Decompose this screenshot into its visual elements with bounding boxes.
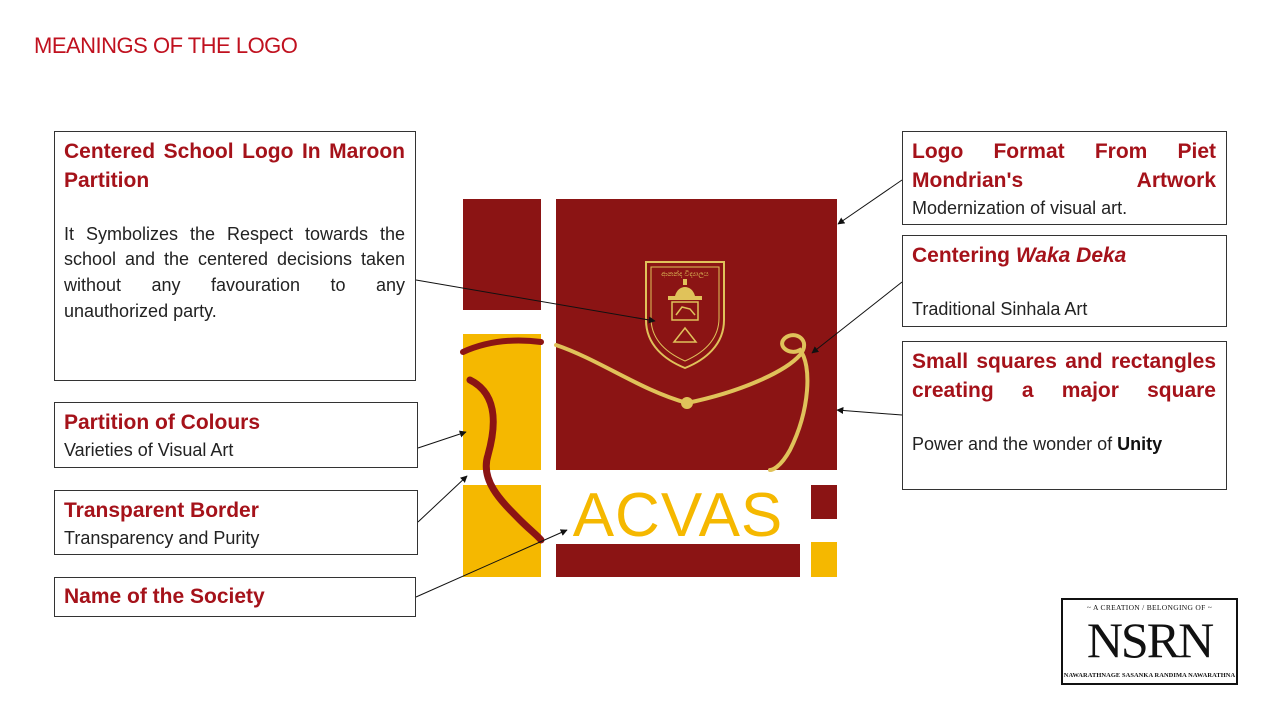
arrow-school-logo <box>415 279 656 324</box>
signature-block: ~ A CREATION / BELONGING OF ~ NSRN NAWAR… <box>1061 598 1238 685</box>
callout-waka-deka: Centering Waka Deka Traditional Sinhala … <box>902 235 1227 327</box>
crest-text: ආනන්ද විද්‍යාලය <box>661 270 708 279</box>
callout-partition: Partition of Colours Varieties of Visual… <box>54 402 418 468</box>
yellow-small-square <box>811 542 837 577</box>
slide-title: MEANINGS OF THE LOGO <box>34 33 298 58</box>
callout-school-logo-body: It Symbolizes the Respect towards the sc… <box>64 223 405 321</box>
waka-deka-dot <box>681 397 693 409</box>
signature-top-text: ~ A CREATION / BELONGING OF ~ <box>1086 603 1213 612</box>
maroon-brush-stroke-long <box>466 376 545 544</box>
yellow-left-block <box>463 334 541 470</box>
callout-border-body: Transparency and Purity <box>64 527 260 548</box>
callout-school-logo-heading: Centered School Logo In Maroon Partition <box>64 140 405 192</box>
callout-border: Transparent Border Transparency and Puri… <box>54 490 418 555</box>
callout-waka-deka-body: Traditional Sinhala Art <box>912 298 1088 319</box>
callout-squares-body-prefix: Power and the wonder of <box>912 433 1118 454</box>
callout-name-heading: Name of the Society <box>64 585 265 608</box>
school-crest-icon: ආනන්ද විද්‍යාලය <box>645 261 725 370</box>
arrow-squares <box>836 406 903 416</box>
callout-border-heading: Transparent Border <box>64 499 259 522</box>
arrow-border <box>417 475 468 523</box>
signature-monogram: NSRN <box>1086 612 1214 668</box>
callout-squares: Small squares and rectangles creating a … <box>902 341 1227 490</box>
callout-squares-body: Power and the wonder of Unity <box>912 432 1216 458</box>
callout-mondrian: Logo Format From Piet Mondrian's Artwork… <box>902 131 1227 225</box>
callout-partition-heading: Partition of Colours <box>64 411 260 434</box>
callout-school-logo: Centered School Logo In Maroon Partition… <box>54 131 416 381</box>
maroon-top-left-block <box>463 199 541 310</box>
pointer-arrows <box>415 179 903 598</box>
callout-squares-heading: Small squares and rectangles creating a … <box>912 350 1216 402</box>
callout-waka-deka-heading: Centering Waka Deka <box>912 242 1216 271</box>
callout-squares-body-emphasis: Unity <box>1117 433 1163 454</box>
callout-mondrian-body: Modernization of visual art. <box>912 197 1128 218</box>
arrow-mondrian <box>837 179 903 225</box>
callout-name: Name of the Society <box>54 577 416 617</box>
arrow-partition <box>417 430 467 449</box>
maroon-bottom-bar <box>556 544 800 577</box>
society-name-text: ACVAS <box>573 481 784 550</box>
signature-bottom-text: NAWARATHNAGE SASANKA RANDIMA NAWARATHNA <box>1063 672 1236 679</box>
callout-waka-deka-heading-prefix: Centering <box>912 244 1016 267</box>
arrow-waka-deka <box>811 281 903 354</box>
maroon-brush-stroke <box>460 337 544 355</box>
acvas-logo: ආනන්ද විද්‍යාලය ACVAS <box>460 199 837 577</box>
callout-waka-deka-heading-emphasis: Waka Deka <box>1015 244 1127 267</box>
callout-partition-body: Varieties of Visual Art <box>64 439 234 460</box>
waka-deka-curve <box>554 333 810 472</box>
callout-mondrian-heading: Logo Format From Piet Mondrian's Artwork <box>912 140 1216 192</box>
arrow-name <box>415 529 568 598</box>
maroon-small-rect <box>811 485 837 519</box>
